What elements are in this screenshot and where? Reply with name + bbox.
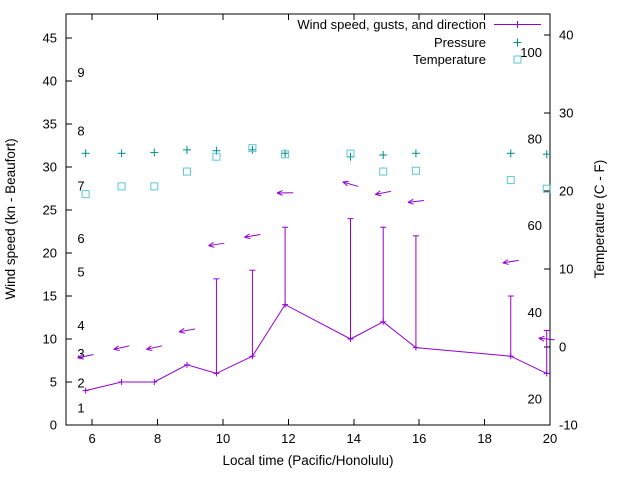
y-right-tick-label: 40 xyxy=(559,28,573,43)
y-left-tick-label: 0 xyxy=(50,418,57,433)
x-tick-label: 18 xyxy=(477,431,491,446)
y-left-tick-label: 40 xyxy=(43,74,57,89)
y-right-tick-label: 10 xyxy=(559,262,573,277)
legend-pressure-label: Pressure xyxy=(434,35,486,50)
x-tick-label: 20 xyxy=(543,431,557,446)
x-tick-label: 16 xyxy=(412,431,426,446)
y-left-tick-label: 15 xyxy=(43,289,57,304)
y-right-axis-title: Temperature (C - F) xyxy=(592,160,607,279)
legend: Wind speed, gusts, and direction Pressur… xyxy=(297,17,541,67)
y-right-tick-label: -10 xyxy=(559,418,578,433)
y-left-tick-label: 10 xyxy=(43,332,57,347)
beaufort-label: 2 xyxy=(77,375,84,390)
beaufort-label: 9 xyxy=(77,65,84,80)
beaufort-label: 4 xyxy=(77,318,84,333)
beaufort-label: 1 xyxy=(77,400,84,415)
legend-markers xyxy=(494,21,541,64)
temperature-series xyxy=(81,144,551,199)
y-left-tick-label: 5 xyxy=(50,375,57,390)
x-tick-label: 14 xyxy=(347,431,361,446)
axes-layer: 6 8 10 12 14 16 18 20051015202530354045-1001020… xyxy=(43,13,578,446)
legend-wind-label: Wind speed, gusts, and direction xyxy=(297,17,486,32)
y-right-tick-label: 30 xyxy=(559,106,573,121)
fahrenheit-label: 100 xyxy=(520,45,542,60)
x-tick-label: 6 xyxy=(89,431,96,446)
beaufort-label: 7 xyxy=(77,178,84,193)
y-right-tick-label: 0 xyxy=(559,340,566,355)
plot-border xyxy=(65,13,551,426)
x-tick-label: 10 xyxy=(216,431,230,446)
x-tick-label: 12 xyxy=(281,431,295,446)
beaufort-label: 5 xyxy=(77,264,84,279)
y-left-tick-label: 45 xyxy=(43,31,57,46)
y-left-tick-label: 25 xyxy=(43,203,57,218)
beaufort-label: 3 xyxy=(77,346,84,361)
pressure-series xyxy=(81,145,551,161)
beaufort-label: 8 xyxy=(77,123,84,138)
x-axis-title: Local time (Pacific/Honolulu) xyxy=(222,453,393,468)
beaufort-label: 6 xyxy=(77,231,84,246)
fahrenheit-label: 80 xyxy=(528,132,542,147)
wind-speed-line xyxy=(85,303,547,392)
wind-series xyxy=(77,180,555,394)
y-left-axis-title: Wind speed (kn - Beaufort) xyxy=(3,138,18,299)
x-tick-label: 8 xyxy=(154,431,161,446)
y-left-tick-label: 30 xyxy=(43,160,57,175)
y-right-tick-label: 20 xyxy=(559,184,573,199)
legend-temperature-label: Temperature xyxy=(413,52,486,67)
fahrenheit-label: 40 xyxy=(528,305,542,320)
y-left-tick-label: 20 xyxy=(43,246,57,261)
fahrenheit-label: 60 xyxy=(528,218,542,233)
y-left-tick-label: 35 xyxy=(43,117,57,132)
fahrenheit-label: 20 xyxy=(528,392,542,407)
